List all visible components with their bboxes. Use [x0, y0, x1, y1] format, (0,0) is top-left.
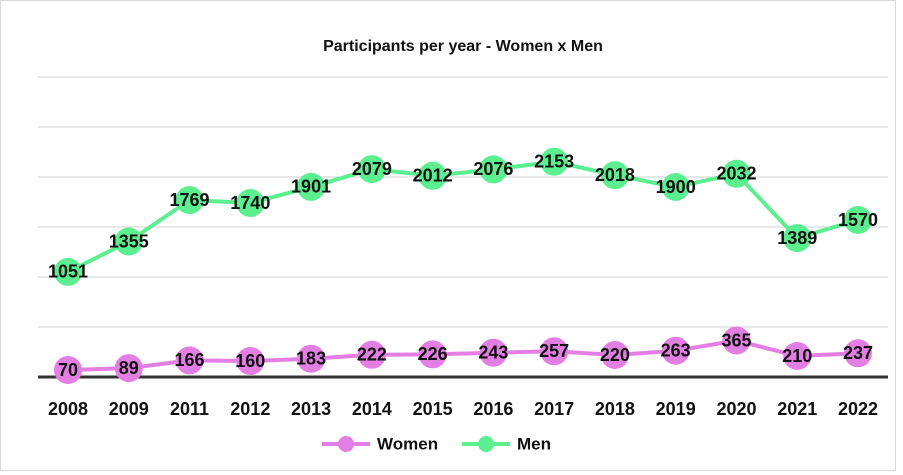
data-label: 166	[175, 350, 205, 370]
data-label: 160	[235, 351, 265, 371]
data-label: 226	[418, 344, 448, 364]
marker	[114, 354, 143, 383]
data-label: 243	[478, 342, 508, 362]
marker	[175, 186, 204, 215]
x-tick-label: 2022	[838, 399, 878, 419]
data-label: 1389	[777, 228, 817, 248]
data-label: 365	[721, 330, 751, 350]
marker	[357, 155, 386, 184]
data-label: 2032	[716, 164, 756, 184]
x-tick-label: 2016	[473, 399, 513, 419]
data-label: 1901	[291, 177, 331, 197]
data-label: 2012	[413, 166, 453, 186]
x-tick-label: 2019	[656, 399, 696, 419]
data-label: 1355	[109, 231, 149, 251]
data-label: 210	[782, 346, 812, 366]
marker	[540, 337, 569, 366]
data-label: 1900	[656, 177, 696, 197]
marker	[844, 206, 872, 234]
x-tick-label: 2014	[352, 399, 392, 419]
marker	[114, 227, 143, 256]
data-label: 89	[119, 358, 139, 378]
marker	[722, 326, 751, 355]
marker	[418, 340, 447, 369]
data-label: 2153	[534, 151, 574, 171]
data-label: 183	[296, 348, 326, 368]
legend-marker	[338, 436, 354, 452]
data-label: 2079	[352, 159, 392, 179]
marker	[540, 147, 569, 176]
marker	[844, 339, 872, 368]
marker	[722, 159, 751, 188]
x-tick-label: 2018	[595, 399, 635, 419]
data-label: 2018	[595, 165, 635, 185]
data-label: 220	[600, 345, 630, 365]
x-tick-label: 2017	[534, 399, 574, 419]
marker	[175, 346, 204, 375]
legend-marker	[478, 436, 494, 452]
marker	[54, 356, 82, 384]
data-label: 1570	[838, 210, 878, 230]
data-label: 222	[357, 345, 387, 365]
x-tick-label: 2011	[170, 399, 209, 419]
data-label: 1051	[48, 262, 88, 282]
marker	[600, 161, 629, 190]
marker	[783, 342, 812, 370]
marker	[661, 336, 690, 365]
legend-label: Men	[517, 434, 551, 453]
data-label: 1740	[230, 193, 270, 213]
marker	[600, 341, 629, 369]
data-label: 263	[661, 340, 691, 360]
data-label: 70	[58, 360, 78, 380]
marker	[236, 189, 265, 217]
x-tick-label: 2013	[291, 399, 331, 419]
marker	[418, 161, 447, 190]
marker	[54, 257, 82, 286]
x-tick-label: 2020	[716, 399, 756, 419]
marker	[783, 224, 812, 253]
x-tick-label: 2021	[777, 399, 817, 419]
marker	[661, 173, 690, 201]
marker	[479, 155, 508, 184]
marker	[236, 347, 265, 375]
marker	[357, 340, 386, 369]
x-tick-label: 2012	[230, 399, 270, 419]
data-label: 2076	[473, 159, 513, 179]
marker	[479, 338, 508, 367]
marker	[297, 172, 326, 201]
x-tick-label: 2008	[48, 399, 88, 419]
x-tick-label: 2015	[413, 399, 453, 419]
data-label: 257	[539, 341, 569, 361]
data-label: 237	[843, 343, 873, 363]
marker	[297, 344, 326, 373]
x-tick-label: 2009	[109, 399, 149, 419]
legend-label: Women	[377, 434, 438, 453]
chart-title: Participants per year - Women x Men	[323, 38, 603, 55]
data-label: 1769	[170, 190, 210, 210]
